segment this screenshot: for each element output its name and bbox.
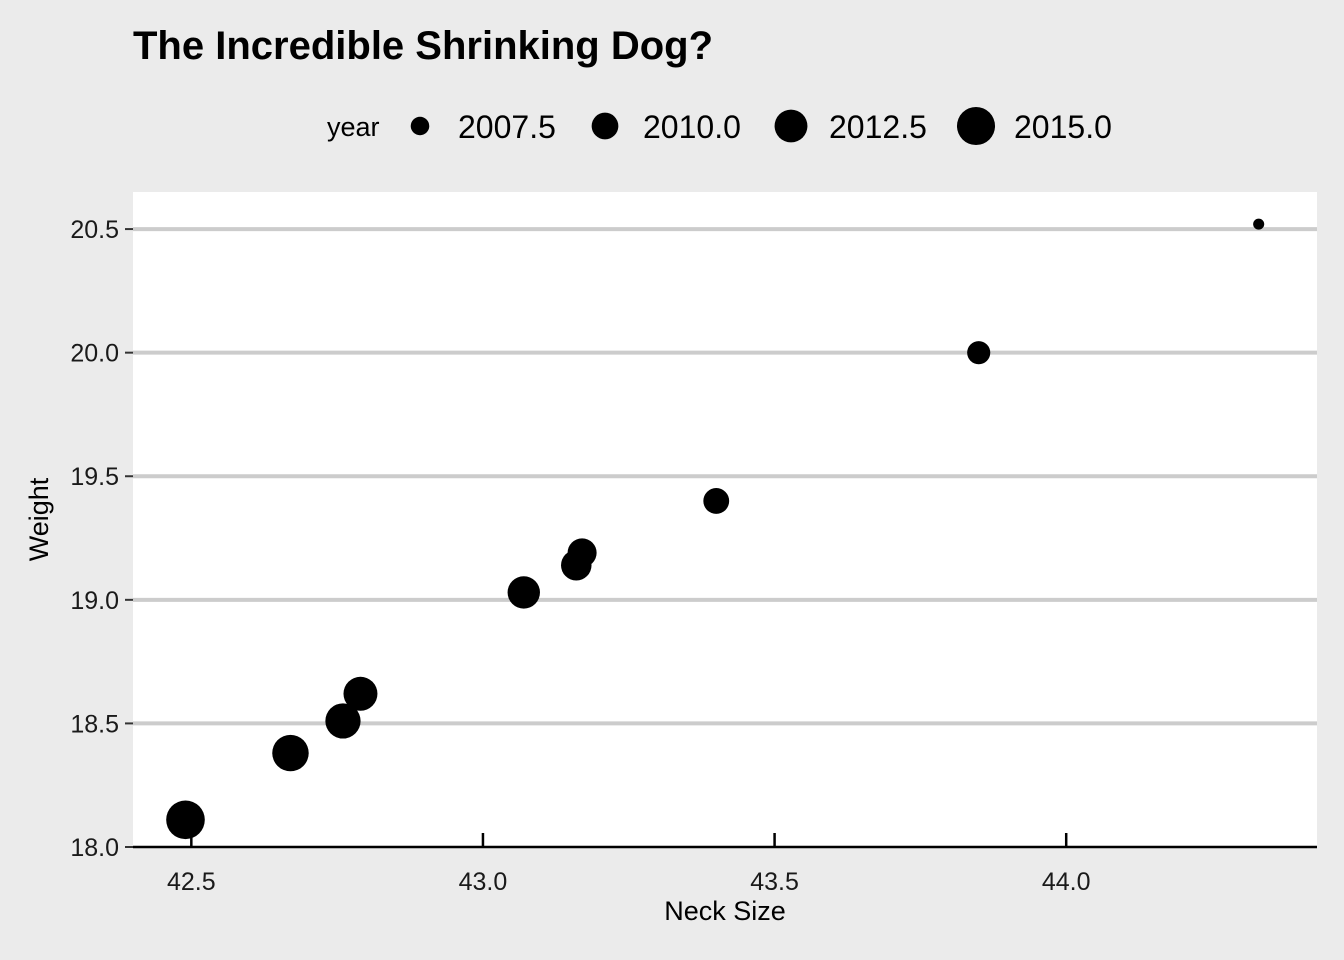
y-tick-label: 20.5	[70, 216, 119, 244]
chart-title: The Incredible Shrinking Dog?	[133, 24, 714, 68]
scatter-point	[967, 341, 991, 365]
x-tick-label: 42.5	[167, 868, 216, 896]
legend-key-dot	[410, 116, 430, 136]
legend-key-dot	[591, 112, 619, 140]
scatter-point	[343, 676, 378, 711]
points-layer	[166, 218, 1265, 840]
scatter-point	[166, 800, 205, 840]
legend-label: 2015.0	[1014, 109, 1112, 145]
legend-title: year	[327, 112, 380, 142]
y-tick-label: 18.5	[70, 710, 119, 738]
scatter-point	[507, 576, 540, 609]
plot-panel	[133, 192, 1317, 847]
legend-label: 2007.5	[458, 109, 556, 145]
scatter-point	[561, 549, 592, 581]
y-tick-label: 19.0	[70, 587, 119, 615]
y-tick-label: 20.0	[70, 340, 119, 368]
x-tick-label: 43.0	[459, 868, 508, 896]
axes-layer: 18.0 18.5 19.0 19.5 20.0 20.5 42.5 43.0 43.5 44.0	[70, 216, 1317, 896]
y-tick-label: 18.0	[70, 834, 119, 862]
x-tick-label: 44.0	[1042, 868, 1091, 896]
scatter-point	[325, 703, 361, 739]
legend-key-dot	[956, 106, 996, 146]
legend-label: 2010.0	[643, 109, 741, 145]
x-axis-title: Neck Size	[664, 896, 786, 926]
scatter-point	[1253, 218, 1265, 230]
x-tick-label: 43.5	[750, 868, 799, 896]
legend-key-dot	[774, 109, 808, 143]
y-tick-label: 19.5	[70, 463, 119, 491]
scatter-point	[703, 488, 730, 514]
scatter-point	[272, 734, 309, 772]
size-legend: year 2007.5 2010.0 2012.5 2015.0	[327, 106, 1112, 146]
y-axis-title: Weight	[24, 477, 54, 561]
legend-label: 2012.5	[829, 109, 927, 145]
